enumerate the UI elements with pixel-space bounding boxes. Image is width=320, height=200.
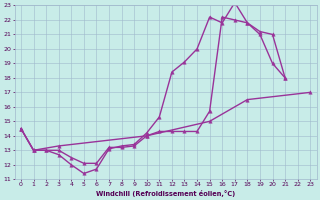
X-axis label: Windchill (Refroidissement éolien,°C): Windchill (Refroidissement éolien,°C) [96,190,235,197]
